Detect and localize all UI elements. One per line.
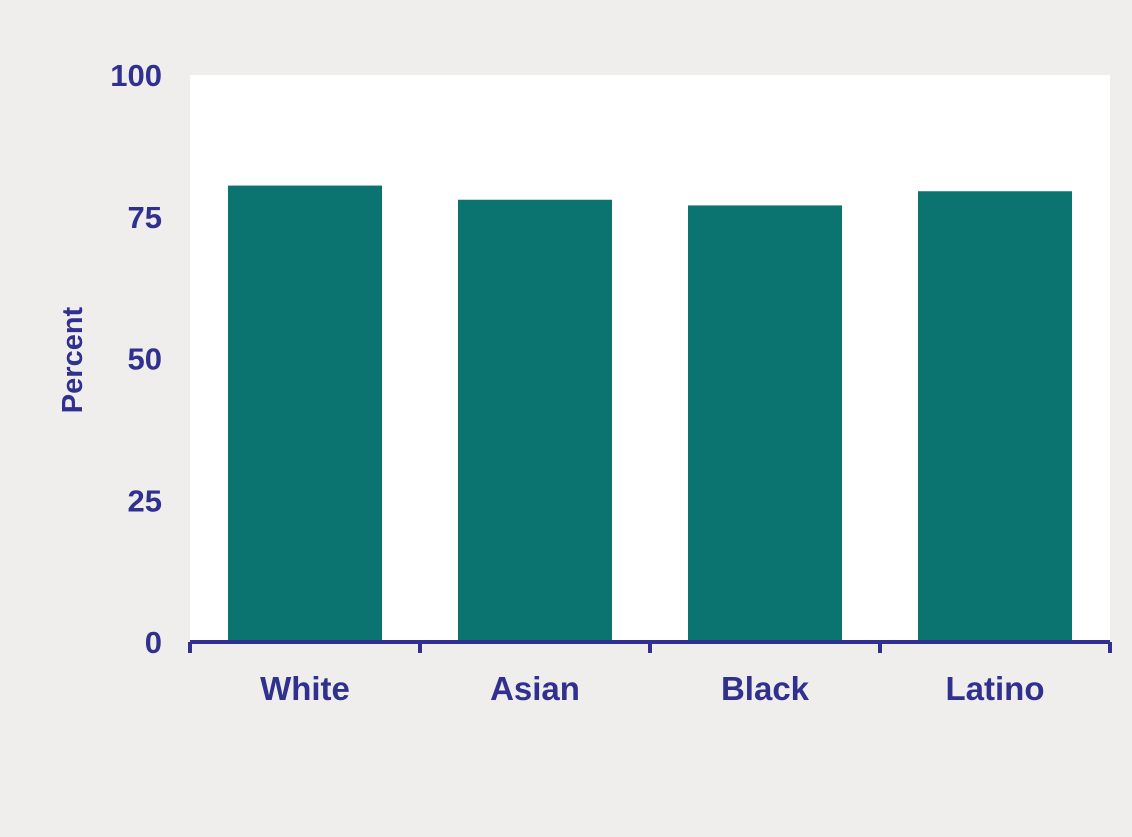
y-tick-label-0: 0 [145,625,162,660]
x-tick-label-white: White [260,670,350,707]
y-tick-label-75: 75 [128,200,162,235]
bar-latino [918,191,1072,643]
y-axis-ticks: 0 25 50 75 100 [110,58,162,660]
bar-white [228,185,382,642]
x-tick-label-asian: Asian [490,670,580,707]
bar-asian [458,199,612,643]
x-tick-label-latino: Latino [946,670,1045,707]
y-axis-title: Percent [57,306,89,413]
bars-group [228,185,1072,643]
x-tick-label-black: Black [721,670,810,707]
x-axis-labels: White Asian Black Latino [260,670,1044,707]
bar-black [688,205,842,642]
y-tick-label-100: 100 [110,58,162,93]
y-tick-label-50: 50 [128,342,162,377]
x-axis [188,640,1112,653]
y-tick-label-25: 25 [128,483,162,518]
